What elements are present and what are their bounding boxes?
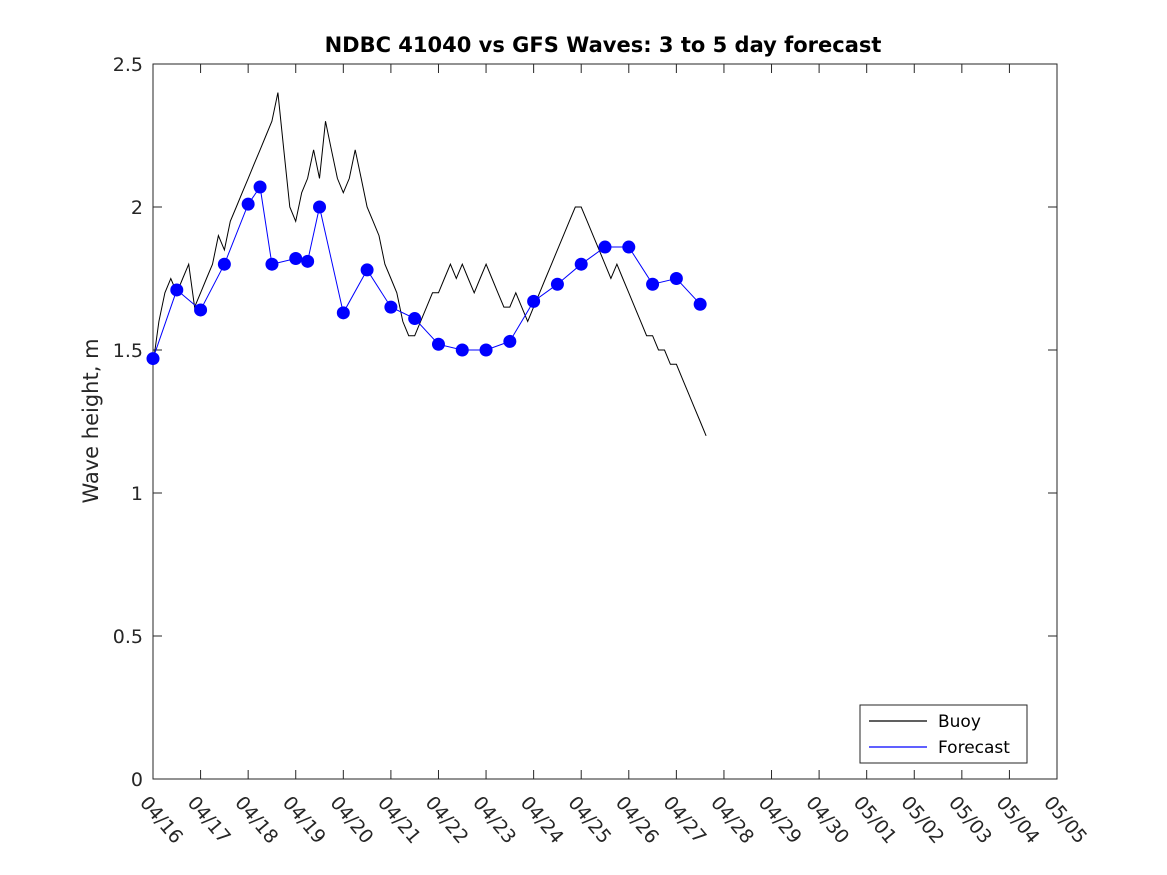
x-tick-label: 05/03 xyxy=(944,792,996,848)
x-tick-label: 04/25 xyxy=(563,792,615,848)
y-tick-label: 2 xyxy=(131,197,143,219)
x-tick-label: 04/16 xyxy=(135,792,187,848)
forecast-point xyxy=(527,294,541,308)
forecast-point xyxy=(217,257,231,271)
forecast-point xyxy=(598,240,612,254)
x-tick-label: 05/02 xyxy=(896,792,948,848)
legend: Buoy Forecast xyxy=(859,704,1028,764)
x-tick-label: 04/21 xyxy=(373,792,425,848)
forecast-point xyxy=(384,300,398,314)
forecast-point xyxy=(455,343,469,357)
x-tick-label: 04/17 xyxy=(183,792,235,848)
forecast-point xyxy=(479,343,493,357)
legend-label-buoy: Buoy xyxy=(938,712,981,732)
x-tick-label: 04/29 xyxy=(754,792,806,848)
y-tick-label: 1.5 xyxy=(113,340,143,362)
x-tick-label: 04/18 xyxy=(230,792,282,848)
x-tick-label: 04/26 xyxy=(611,792,663,848)
forecast-point xyxy=(646,277,660,291)
x-tick-label: 04/24 xyxy=(516,792,568,848)
x-tick-label: 05/04 xyxy=(992,792,1044,848)
forecast-point xyxy=(313,200,327,214)
x-tick-label: 04/30 xyxy=(801,792,853,848)
y-axis-label: Wave height, m xyxy=(79,338,103,503)
forecast-point xyxy=(360,263,374,277)
forecast-point xyxy=(336,306,350,320)
forecast-point xyxy=(289,251,303,265)
legend-box xyxy=(859,704,1028,764)
x-tick-label: 04/20 xyxy=(325,792,377,848)
forecast-point xyxy=(253,180,267,194)
forecast-point xyxy=(431,337,445,351)
y-tick-label: 0 xyxy=(131,769,143,791)
x-tick-label: 04/22 xyxy=(421,792,473,848)
forecast-point xyxy=(265,257,279,271)
forecast-point xyxy=(301,254,315,268)
x-tick-label: 05/05 xyxy=(1039,792,1091,848)
forecast-point xyxy=(622,240,636,254)
x-tick-label: 05/01 xyxy=(849,792,901,848)
forecast-point xyxy=(194,303,208,317)
x-tick-label: 04/23 xyxy=(468,792,520,848)
forecast-point xyxy=(574,257,588,271)
forecast-point xyxy=(241,197,255,211)
forecast-point xyxy=(503,334,517,348)
forecast-point xyxy=(170,283,184,297)
x-tick-label: 04/19 xyxy=(278,792,330,848)
buoy-series-line xyxy=(152,92,707,436)
chart-title: NDBC 41040 vs GFS Waves: 3 to 5 day fore… xyxy=(325,33,882,57)
y-tick-label: 0.5 xyxy=(113,626,143,648)
forecast-point xyxy=(408,312,422,326)
axes-box xyxy=(152,63,1058,780)
forecast-point xyxy=(669,272,683,285)
forecast-point xyxy=(146,352,160,366)
y-tick-label: 2.5 xyxy=(113,54,143,76)
forecast-point xyxy=(550,277,564,291)
forecast-point xyxy=(693,297,707,311)
y-tick-label: 1 xyxy=(131,483,143,505)
x-tick-label: 04/28 xyxy=(706,792,758,848)
legend-label-forecast: Forecast xyxy=(938,738,1010,758)
x-tick-label: 04/27 xyxy=(659,792,711,848)
